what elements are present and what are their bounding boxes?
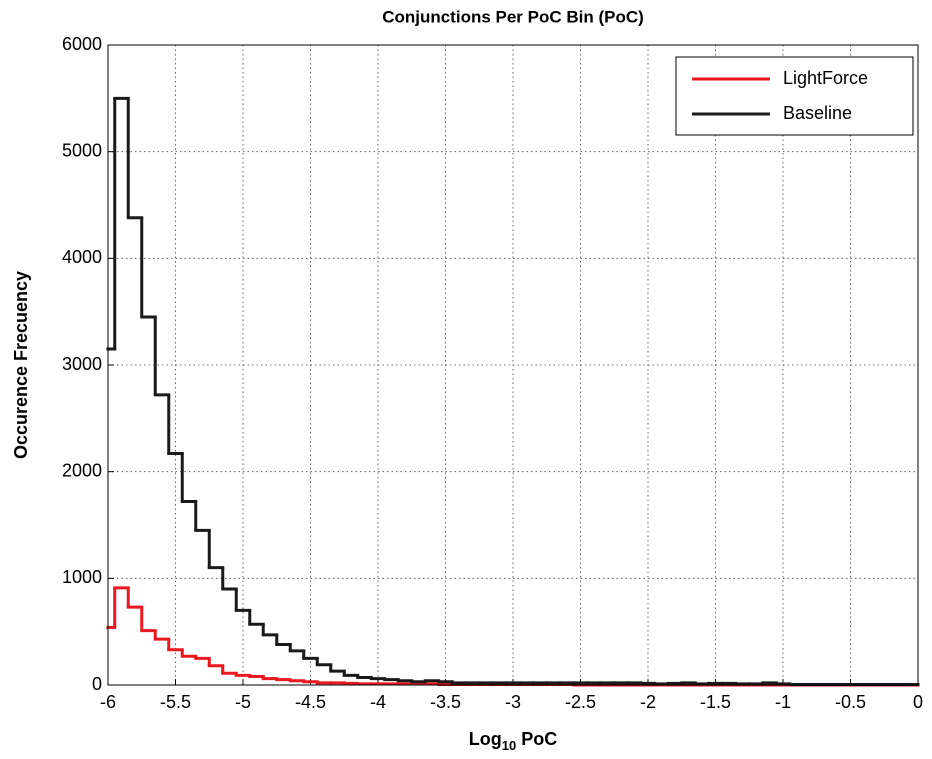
- x-label-subscript: 10: [502, 738, 516, 753]
- x-tick-label: -4: [370, 692, 386, 712]
- x-tick-label: -6: [100, 692, 116, 712]
- x-tick-label: -1.5: [700, 692, 731, 712]
- y-tick-label: 5000: [62, 140, 102, 160]
- plot-frame: [107, 44, 919, 686]
- x-tick-label: -3.5: [430, 692, 461, 712]
- y-tick-label: 3000: [62, 354, 102, 374]
- x-tick-label: -2.5: [565, 692, 596, 712]
- y-tick-label: 1000: [62, 567, 102, 587]
- x-label-base: Log: [469, 729, 502, 749]
- y-tick-label: 2000: [62, 460, 102, 480]
- x-tick-label: 0: [913, 692, 923, 712]
- y-tick-label: 0: [92, 674, 102, 694]
- x-tick-label: -5.5: [160, 692, 191, 712]
- legend-box: [675, 56, 914, 136]
- chart-title: Conjunctions Per PoC Bin (PoC): [382, 7, 644, 26]
- legend-label: LightForce: [783, 68, 868, 88]
- x-label-rest: PoC: [521, 729, 557, 749]
- x-tick-label: -0.5: [835, 692, 866, 712]
- y-axis-label: Occurence Frecuency: [11, 271, 31, 459]
- x-tick-label: -3: [505, 692, 521, 712]
- x-tick-label: -4.5: [295, 692, 326, 712]
- x-tick-label: -5: [235, 692, 251, 712]
- y-tick-label: 4000: [62, 247, 102, 267]
- x-axis-label: Log10 PoC: [469, 729, 557, 754]
- x-tick-label: -1: [775, 692, 791, 712]
- x-tick-label: -2: [640, 692, 656, 712]
- y-tick-label: 6000: [62, 34, 102, 54]
- legend-label: Baseline: [783, 103, 852, 123]
